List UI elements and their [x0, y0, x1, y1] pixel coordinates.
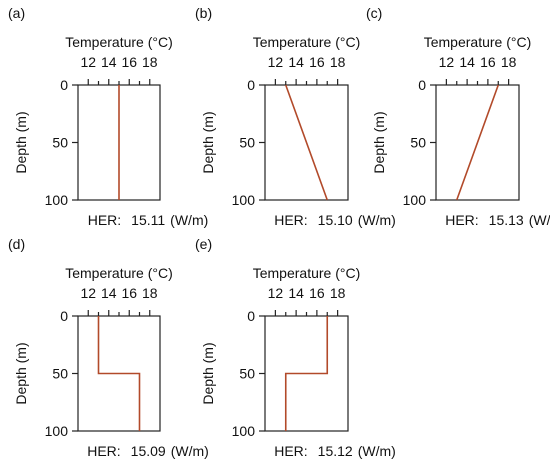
x-axis-label: Temperature (°C) [253, 34, 361, 50]
her-annotation: HER: 15.09 (W/m) [87, 443, 209, 459]
x-tick-label: 18 [330, 285, 346, 301]
y-tick-label: 50 [239, 135, 255, 151]
y-axis-label: Depth (m) [13, 342, 29, 404]
panel-d: (d) Temperature (°C) Depth (m) 12 14 16 18 0 50 1… [8, 236, 209, 459]
x-axis-label: Temperature (°C) [65, 34, 173, 50]
her-unit: (W/m) [358, 443, 396, 459]
panel-label: (a) [8, 5, 25, 21]
y-tick-label: 50 [239, 366, 255, 382]
her-label: HER: [88, 212, 121, 228]
x-tick-label: 16 [480, 54, 496, 70]
x-axis-label: Temperature (°C) [65, 265, 173, 281]
y-tick-label: 50 [52, 135, 68, 151]
y-tick-label: 50 [52, 366, 68, 382]
her-annotation: HER: 15.11 (W/m) [88, 212, 209, 228]
her-value: 15.09 [131, 443, 166, 459]
her-label: HER: [445, 212, 478, 228]
panel-label: (b) [195, 5, 212, 21]
her-annotation: HER: 15.12 (W/m) [274, 443, 396, 459]
x-tick-label: 18 [142, 54, 158, 70]
x-tick-label: 12 [268, 285, 284, 301]
temperature-profile-line [284, 316, 329, 431]
x-tick-label: 18 [501, 54, 517, 70]
y-axis-label: Depth (m) [13, 111, 29, 173]
panel-label: (c) [366, 5, 382, 21]
y-tick-label: 0 [247, 77, 255, 93]
x-tick-label: 16 [121, 285, 137, 301]
y-tick-label: 50 [410, 135, 426, 151]
y-tick-label: 100 [232, 192, 256, 208]
y-tick-label: 100 [45, 423, 69, 439]
panel-e: (e) Temperature (°C) Depth (m) 12 14 16 18 0 50 1… [195, 236, 396, 459]
x-tick-label: 12 [80, 285, 96, 301]
x-tick-label: 14 [459, 54, 475, 70]
x-axis-label: Temperature (°C) [253, 265, 361, 281]
y-axis-label: Depth (m) [200, 342, 216, 404]
her-annotation: HER: 15.10 (W/m) [274, 212, 396, 228]
her-annotation: HER: 15.13 (W/m) [445, 212, 550, 228]
y-axis-label: Depth (m) [200, 111, 216, 173]
panel-c: (c) Temperature (°C) Depth (m) 12 14 16 18 0 50 1… [366, 5, 550, 228]
panel-b: (b) Temperature (°C) Depth (m) 12 14 16 18 0 50 1… [195, 5, 396, 228]
x-tick-label: 14 [288, 285, 304, 301]
x-tick-label: 12 [268, 54, 284, 70]
her-unit: (W/m) [529, 212, 550, 228]
her-unit: (W/m) [170, 212, 208, 228]
her-value: 15.12 [318, 443, 353, 459]
panel-label: (e) [195, 236, 212, 252]
her-label: HER: [274, 212, 307, 228]
x-tick-label: 14 [101, 285, 117, 301]
x-tick-label: 12 [439, 54, 455, 70]
y-tick-label: 0 [60, 77, 68, 93]
y-tick-label: 0 [60, 308, 68, 324]
y-axis-label: Depth (m) [371, 111, 387, 173]
temperature-profile-line [284, 84, 329, 201]
y-tick-label: 100 [232, 423, 256, 439]
y-tick-label: 0 [247, 308, 255, 324]
her-value: 15.11 [131, 212, 165, 228]
x-tick-label: 18 [330, 54, 346, 70]
x-axis-label: Temperature (°C) [424, 34, 532, 50]
her-label: HER: [87, 443, 120, 459]
y-tick-label: 0 [418, 77, 426, 93]
x-tick-label: 16 [309, 54, 325, 70]
panel-a: (a) Temperature (°C) Depth (m) 12 14 16 18 0 50 1… [8, 5, 208, 228]
x-tick-label: 18 [142, 285, 158, 301]
x-tick-label: 12 [80, 54, 96, 70]
x-tick-label: 14 [288, 54, 304, 70]
her-value: 15.13 [489, 212, 524, 228]
her-unit: (W/m) [171, 443, 209, 459]
x-tick-label: 16 [309, 285, 325, 301]
temperature-profile-line [455, 84, 500, 201]
her-label: HER: [274, 443, 307, 459]
her-unit: (W/m) [358, 212, 396, 228]
y-tick-label: 100 [403, 192, 427, 208]
temperature-profile-line [97, 316, 141, 431]
panel-label: (d) [8, 236, 25, 252]
x-tick-label: 16 [121, 54, 137, 70]
x-tick-label: 14 [101, 54, 117, 70]
y-tick-label: 100 [45, 192, 69, 208]
her-value: 15.10 [318, 212, 353, 228]
